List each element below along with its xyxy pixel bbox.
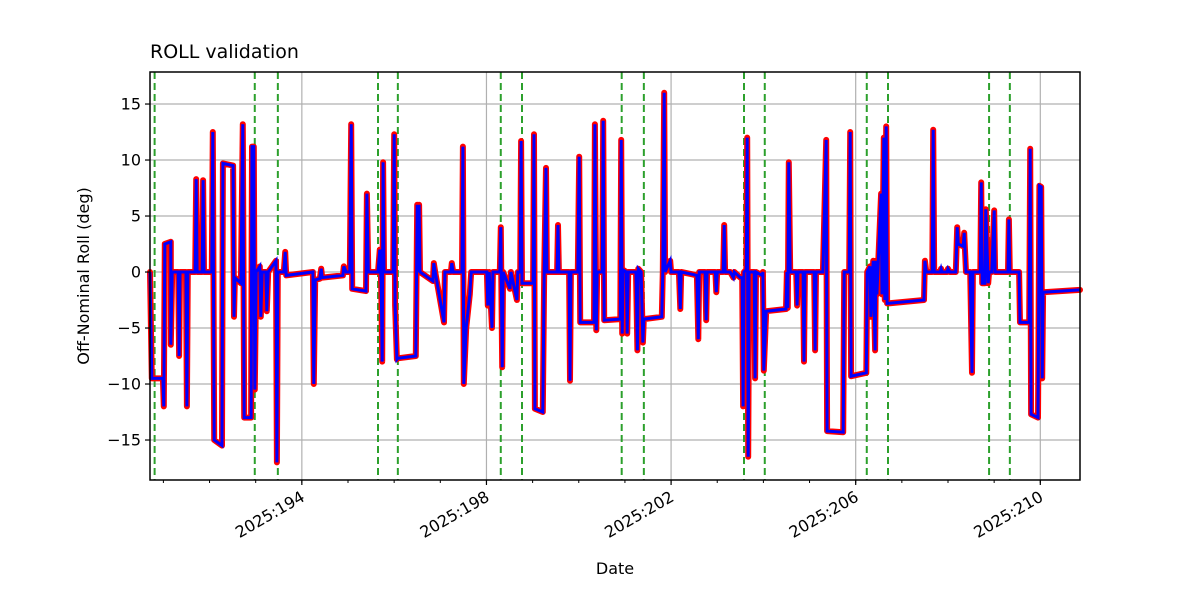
y-tick-label: −15 xyxy=(107,431,141,450)
y-axis-label: Off-Nominal Roll (deg) xyxy=(74,187,93,364)
axes-frame xyxy=(149,71,1081,481)
y-tick-label: 10 xyxy=(121,151,141,170)
y-tick-label: 0 xyxy=(131,263,141,282)
grid xyxy=(150,72,1080,480)
chart-title: ROLL validation xyxy=(150,41,299,63)
y-tick-label: −10 xyxy=(107,375,141,394)
y-tick-label: −5 xyxy=(117,319,141,338)
y-tick-label: 5 xyxy=(131,207,141,226)
blue-roll-line xyxy=(148,92,1081,463)
plot-lines xyxy=(147,89,1083,466)
y-tick-label: 15 xyxy=(121,95,141,114)
x-axis-label: Date xyxy=(596,559,634,578)
